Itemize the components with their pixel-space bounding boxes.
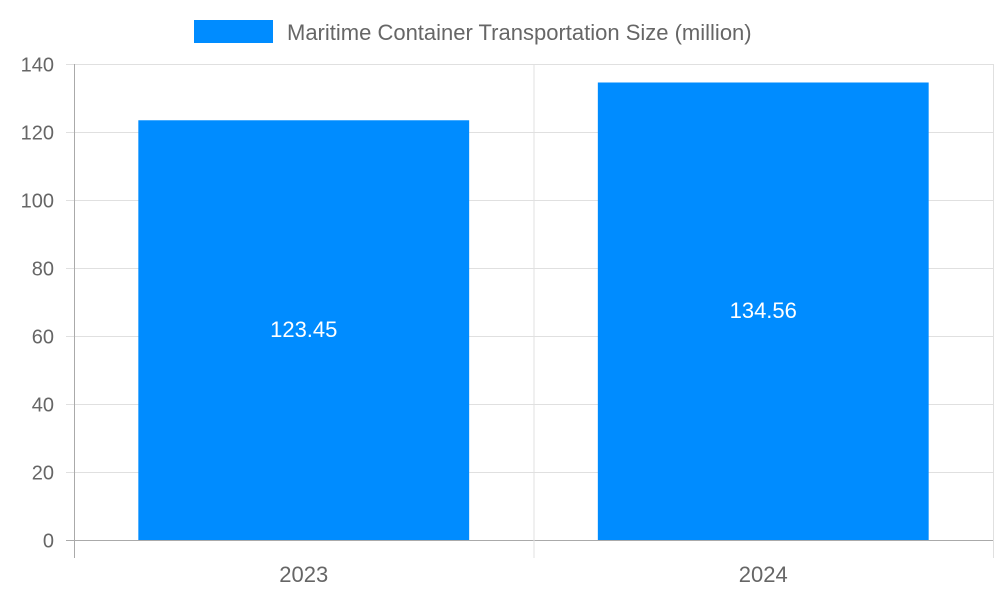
y-axis: 0 20 40 60 80 100 120 140 xyxy=(21,55,54,553)
legend-label: Maritime Container Transportation Size (… xyxy=(287,20,752,45)
y-tick-label: 140 xyxy=(21,55,54,77)
legend[interactable]: Maritime Container Transportation Size (… xyxy=(194,20,752,45)
y-tick-label: 100 xyxy=(21,191,54,213)
y-tick-label: 60 xyxy=(32,327,54,349)
legend-swatch xyxy=(194,20,273,43)
y-tick-label: 120 xyxy=(21,123,54,145)
bar-2024 xyxy=(597,82,929,540)
x-tick-label: 2024 xyxy=(739,562,788,587)
x-tick-label: 2023 xyxy=(279,562,328,587)
y-tick-label: 40 xyxy=(32,395,54,417)
y-tick-label: 80 xyxy=(32,259,54,281)
data-label: 134.56 xyxy=(730,298,797,323)
bars: 123.45 134.56 xyxy=(138,82,929,541)
y-tick-label: 20 xyxy=(32,463,54,485)
bar-2023 xyxy=(138,120,470,541)
y-tick-label: 0 xyxy=(43,531,54,553)
data-label: 123.45 xyxy=(270,317,337,342)
x-axis: 2023 2024 xyxy=(279,562,787,587)
